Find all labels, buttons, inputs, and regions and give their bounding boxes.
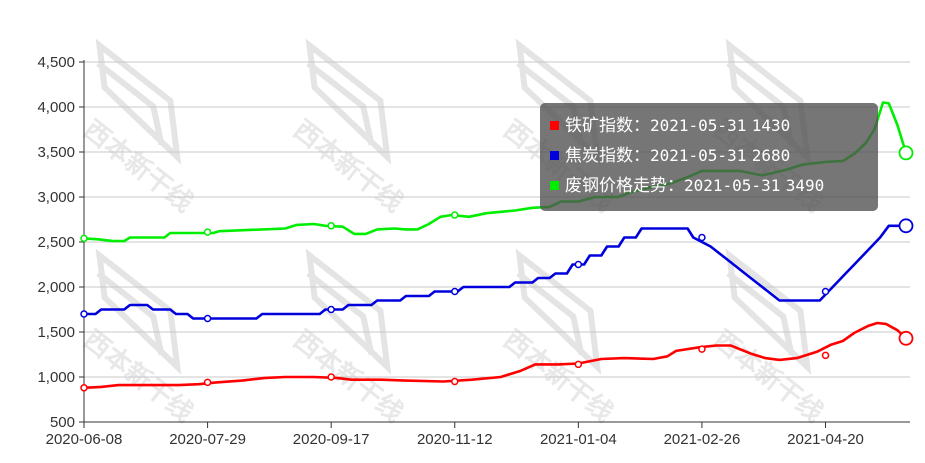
tooltip-series-name: 焦炭指数: [565, 146, 633, 166]
x-tick-label: 2020-07-29: [169, 431, 246, 448]
watermark-text: 西本新干线: [287, 114, 409, 218]
y-tick-label: 2,500: [37, 234, 75, 251]
highlighted-point-iron-ore[interactable]: [898, 330, 914, 346]
highlighted-point-scrap-steel[interactable]: [898, 145, 914, 161]
axes: 500 1,000 1,500 2,000 2,500 3,000 3,500 4,000 4,…: [37, 54, 910, 448]
tooltip-series-name: 铁矿指数: [565, 116, 633, 136]
data-point-coke[interactable]: [698, 233, 706, 242]
iron-ore-swatch-icon: [550, 120, 559, 130]
x-tick-label: 2020-11-12: [417, 431, 493, 448]
tooltip-separator: ：: [633, 146, 650, 166]
data-point-iron-ore[interactable]: [327, 373, 335, 381]
tooltip-row-coke: 焦炭指数：2021-05-31 2680: [550, 141, 878, 171]
data-point-iron-ore[interactable]: [821, 351, 830, 360]
highlighted-point-coke[interactable]: [898, 218, 914, 234]
tooltip-date: 2021-05-31: [650, 146, 747, 165]
x-tick-label: 2020-09-17: [293, 431, 370, 448]
x-tick-label: 2021-02-26: [664, 431, 741, 448]
data-point-iron-ore[interactable]: [698, 345, 706, 353]
watermark-text: 西本新干线: [77, 324, 199, 428]
x-tick-label: 2021-04-20: [787, 431, 864, 448]
x-tick-label: 2020-06-08: [46, 431, 123, 448]
series-line-coke: [84, 224, 906, 320]
data-point-scrap-steel[interactable]: [203, 228, 212, 236]
tooltip-date: 2021-05-31: [650, 116, 747, 135]
data-point-scrap-steel[interactable]: [451, 211, 459, 219]
watermark-text: 西本新干线: [497, 324, 619, 428]
series-layer: [80, 101, 914, 392]
tooltip-value: 3490: [785, 176, 825, 195]
y-tick-label: 1,000: [37, 369, 75, 386]
watermark-logo: 西本新干线: [497, 248, 619, 429]
coke-swatch-icon: [550, 150, 559, 160]
x-tick-label: 2021-01-04: [540, 431, 617, 448]
data-point-iron-ore[interactable]: [203, 378, 212, 387]
data-point-coke[interactable]: [574, 260, 583, 269]
data-point-coke[interactable]: [821, 287, 830, 296]
data-point-iron-ore[interactable]: [451, 377, 459, 386]
tooltip-series-name: 废钢价格走势: [565, 176, 667, 196]
y-tick-label: 4,500: [37, 54, 75, 71]
watermark-text: 西本新干线: [77, 114, 199, 218]
data-point-scrap-steel[interactable]: [327, 222, 335, 230]
data-tooltip: 铁矿指数：2021-05-31 1430 焦炭指数：2021-05-31 268…: [540, 103, 878, 211]
y-tick-label: 3,500: [37, 144, 75, 161]
data-point-scrap-steel[interactable]: [80, 234, 88, 243]
y-tick-label: 2,000: [37, 279, 75, 296]
tooltip-value: 2680: [751, 146, 791, 165]
data-point-coke[interactable]: [451, 287, 459, 296]
tooltip-row-scrap-steel: 废钢价格走势：2021-05-31 3490: [550, 171, 878, 201]
watermark-logo: 西本新干线: [287, 248, 409, 429]
data-point-coke[interactable]: [203, 314, 212, 323]
y-tick-label: 1,500: [37, 324, 75, 341]
scrap-steel-swatch-icon: [550, 180, 559, 190]
data-point-iron-ore[interactable]: [80, 384, 88, 392]
y-tick-label: 500: [50, 414, 75, 431]
tooltip-value: 1430: [751, 116, 791, 135]
watermark-text: 西本新干线: [707, 324, 829, 428]
tooltip-separator: ：: [667, 176, 684, 196]
watermark-logo: 西本新干线: [287, 38, 409, 219]
tooltip-date: 2021-05-31: [684, 176, 781, 195]
data-point-coke[interactable]: [327, 305, 335, 314]
tooltip-row-iron-ore: 铁矿指数：2021-05-31 1430: [550, 111, 878, 141]
data-point-coke[interactable]: [80, 310, 88, 318]
tooltip-separator: ：: [633, 116, 650, 136]
data-point-iron-ore[interactable]: [574, 360, 583, 369]
y-tick-label: 3,000: [37, 189, 75, 206]
y-tick-label: 4,000: [37, 99, 75, 116]
